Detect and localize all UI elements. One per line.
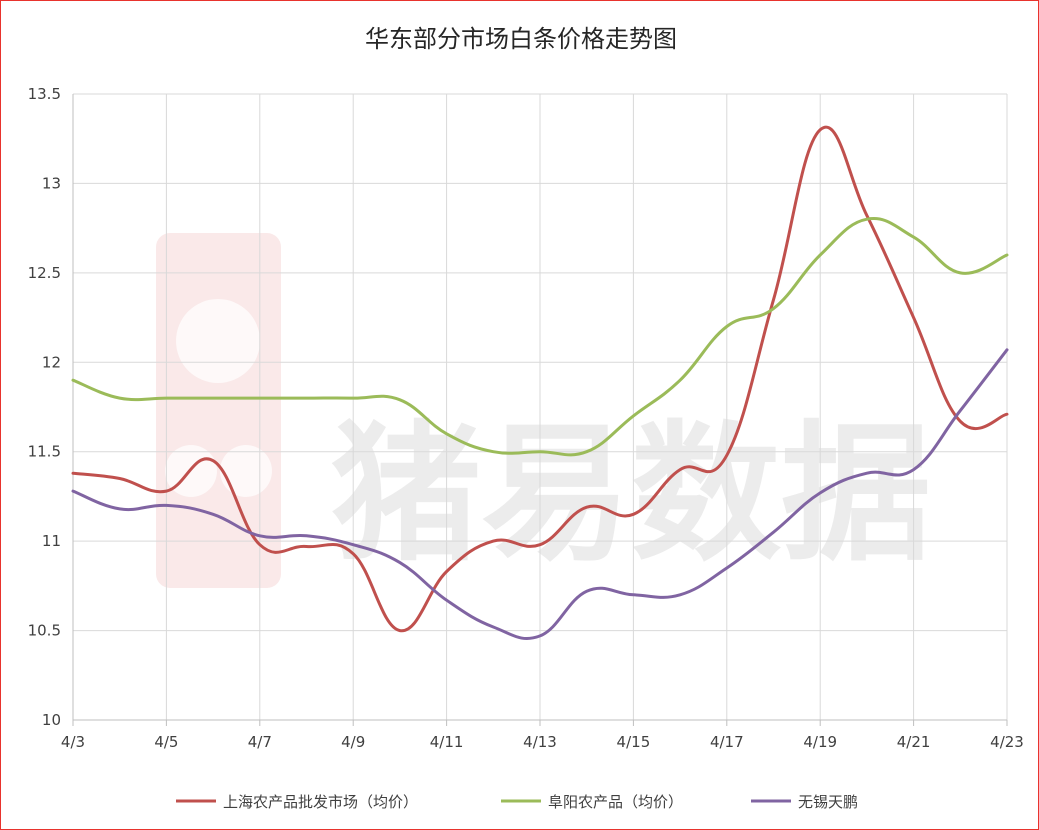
legend: 上海农产品批发市场（均价） 阜阳农产品（均价） 无锡天鹏 <box>176 793 858 811</box>
y-tick-label: 11 <box>42 532 61 550</box>
x-tick-label: 4/11 <box>430 733 464 751</box>
y-tick-label: 12.5 <box>28 264 61 282</box>
x-tick-label: 4/13 <box>523 733 557 751</box>
y-tick-label: 13.5 <box>28 85 61 103</box>
y-tick-label: 10.5 <box>28 622 61 640</box>
watermark-text: 猪易数据 <box>331 408 931 582</box>
y-tick-label: 11.5 <box>28 443 61 461</box>
x-tick-label: 4/15 <box>617 733 651 751</box>
y-tick-label: 13 <box>42 174 61 192</box>
legend-label: 无锡天鹏 <box>798 793 858 811</box>
x-tick-label: 4/7 <box>248 733 272 751</box>
x-tick-label: 4/17 <box>710 733 744 751</box>
series-lines <box>71 125 1009 641</box>
x-tick-label: 4/5 <box>154 733 178 751</box>
chart-title: 华东部分市场白条价格走势图 <box>365 25 677 53</box>
x-tick-label: 4/3 <box>61 733 85 751</box>
legend-label: 上海农产品批发市场（均价） <box>223 793 418 811</box>
y-axis-tick-labels: 10 10.5 11 11.5 12 12.5 13 13.5 <box>28 85 61 729</box>
series-line-fuyang <box>71 217 1009 457</box>
axes <box>72 94 1008 726</box>
legend-label: 阜阳农产品（均价） <box>548 793 683 811</box>
x-tick-label: 4/9 <box>341 733 365 751</box>
series-line-wuxi <box>71 348 1009 641</box>
y-tick-label: 10 <box>42 711 61 729</box>
series-line-shanghai <box>71 125 1009 633</box>
watermark-logo <box>156 233 281 588</box>
x-tick-label: 4/19 <box>803 733 837 751</box>
x-tick-label: 4/23 <box>990 733 1024 751</box>
x-tick-label: 4/21 <box>897 733 931 751</box>
y-tick-label: 12 <box>42 353 61 371</box>
watermark: 猪易数据 <box>156 233 931 588</box>
x-axis-tick-labels: 4/3 4/5 4/7 4/9 4/11 4/13 4/15 4/17 4/19 4/21 4/23 <box>61 733 1024 751</box>
gridlines <box>73 93 1008 720</box>
